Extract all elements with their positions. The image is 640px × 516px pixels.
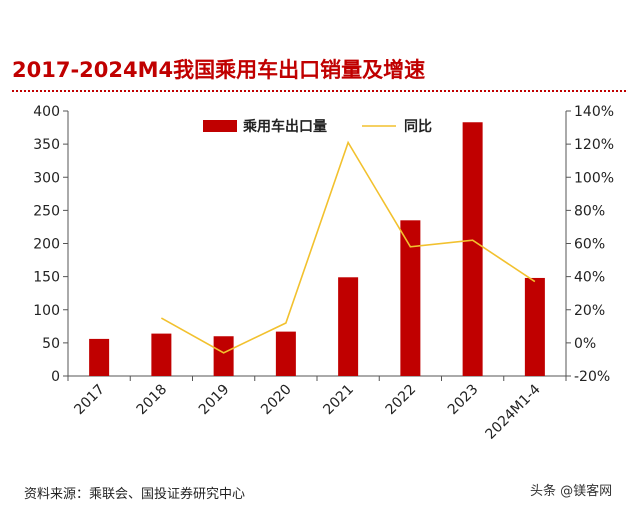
y-right-tick-label: 140% (574, 104, 614, 120)
y-left-tick-label: 200 (33, 237, 60, 253)
x-tick-label: 2019 (196, 382, 233, 419)
y-left-tick-label: 350 (33, 137, 60, 153)
bar (524, 277, 545, 376)
x-tick-label: 2017 (71, 382, 108, 419)
y-right-tick-label: 60% (574, 237, 605, 253)
bar (462, 122, 483, 376)
y-left-tick-label: 0 (51, 369, 60, 385)
source-note: 资料来源：乘联会、国投证券研究中心 (24, 487, 246, 502)
y-left-tick-label: 100 (33, 303, 60, 319)
y-left-tick-label: 300 (33, 170, 60, 186)
x-tick-label: 2022 (383, 382, 420, 419)
x-tick-label: 2024M1-4 (482, 381, 543, 442)
chart-title: 2017-2024M4我国乘用车出口销量及增速 (12, 58, 426, 82)
watermark: 头条 @镁客网 (530, 484, 613, 499)
bar (275, 331, 296, 376)
y-right-tick-label: 20% (574, 303, 605, 319)
y-right-tick-label: 100% (574, 170, 614, 186)
legend-bar-label: 乘用车出口量 (242, 118, 327, 135)
bar (400, 220, 421, 376)
y-right-tick-label: 80% (574, 203, 605, 219)
y-right-tick-label: 40% (574, 270, 605, 286)
y-right-tick-label: 0% (574, 336, 596, 352)
bar (213, 336, 234, 376)
y-left-tick-label: 250 (33, 203, 60, 219)
x-tick-label: 2020 (258, 382, 295, 419)
y-left-tick-label: 150 (33, 270, 60, 286)
title-divider (12, 90, 626, 92)
x-tick-label: 2023 (445, 382, 482, 419)
y-left-tick-label: 50 (42, 336, 60, 352)
legend-bar-swatch (203, 120, 237, 132)
y-right-tick-label: -20% (574, 369, 610, 385)
x-tick-label: 2018 (134, 382, 171, 419)
y-left-tick-label: 400 (33, 104, 60, 120)
x-tick-label: 2021 (320, 382, 357, 419)
bar (89, 338, 110, 376)
bar (338, 277, 359, 376)
y-right-tick-label: 120% (574, 137, 614, 153)
legend-line-label: 同比 (404, 118, 432, 135)
bar (151, 333, 172, 376)
